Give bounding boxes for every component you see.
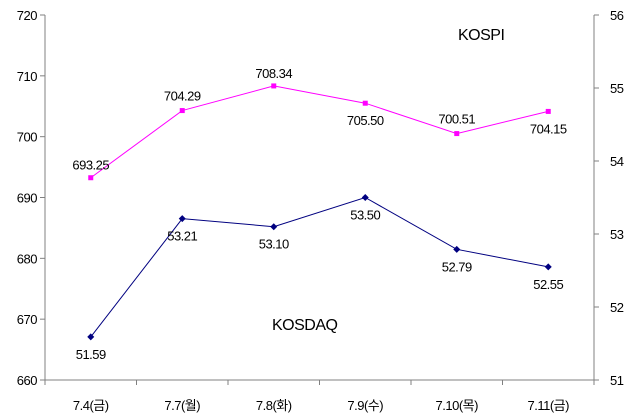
y-left-tick-label: 680 — [17, 251, 37, 266]
x-tick-label: 7.7(월) — [164, 398, 200, 413]
kospi-marker — [454, 131, 460, 137]
data-label-kospi: 704.15 — [530, 121, 567, 136]
y-right-tick-label: 53 — [610, 227, 624, 242]
kospi-marker — [362, 100, 368, 106]
data-label-kosdaq: 52.55 — [533, 277, 563, 292]
kospi-marker — [545, 108, 551, 114]
x-tick-label: 7.11(금) — [528, 398, 570, 413]
x-tick-label: 7.10(목) — [436, 398, 479, 413]
data-label-kosdaq: 53.10 — [259, 237, 289, 252]
y-right-tick-label: 51 — [610, 373, 624, 388]
y-right-tick-label: 55 — [610, 81, 624, 96]
y-left-tick-label: 670 — [17, 312, 37, 327]
data-label-kosdaq: 52.79 — [442, 259, 472, 274]
data-labels: 693.25 704.29 708.34 705.50 700.51 704.15 51.5… — [72, 66, 567, 362]
data-label-kosdaq: 53.21 — [167, 229, 197, 244]
series-line-kospi — [90, 85, 549, 179]
x-tick-label: 7.4(금) — [73, 398, 109, 413]
series-label-kospi: KOSPI — [458, 27, 504, 44]
data-label-kosdaq: 51.59 — [76, 347, 106, 362]
y-right-tick-label: 56 — [610, 8, 624, 23]
kosdaq-marker — [270, 223, 278, 231]
x-tick-label: 7.9(수) — [347, 398, 383, 413]
series-label-kosdaq: KOSDAQ — [272, 317, 338, 334]
kosdaq-marker — [361, 194, 369, 201]
axes — [40, 14, 599, 385]
kosdaq-marker — [178, 215, 186, 223]
y-left-tick-label: 660 — [17, 373, 37, 388]
kosdaq-marker — [87, 333, 95, 341]
data-label-kospi: 704.29 — [164, 89, 201, 104]
y-left-tick-label: 700 — [17, 130, 37, 145]
x-tick-label: 7.8(화) — [256, 398, 292, 413]
data-label-kospi: 705.50 — [347, 113, 384, 128]
data-label-kospi: 700.51 — [438, 112, 475, 127]
kosdaq-marker — [453, 245, 461, 253]
kosdaq-marker — [544, 263, 552, 271]
data-label-kospi: 693.25 — [72, 158, 109, 173]
y-left-tick-label: 690 — [17, 191, 37, 206]
data-label-kosdaq: 53.50 — [350, 208, 380, 223]
kospi-marker — [271, 83, 277, 89]
series-line-kosdaq — [90, 196, 549, 338]
y-right-tick-label: 52 — [610, 300, 624, 315]
y-left-tick-label: 710 — [17, 69, 37, 84]
y-left-tick-label: 720 — [17, 8, 37, 23]
tick-labels: 660 670 680 690 700 710 720 51 52 53 54 55 56 7.4(금) 7… — [17, 8, 624, 413]
kospi-marker — [179, 108, 185, 114]
series-lines — [87, 83, 552, 341]
kospi-marker — [88, 175, 94, 181]
y-right-tick-label: 54 — [610, 154, 624, 169]
data-label-kospi: 708.34 — [255, 66, 292, 81]
